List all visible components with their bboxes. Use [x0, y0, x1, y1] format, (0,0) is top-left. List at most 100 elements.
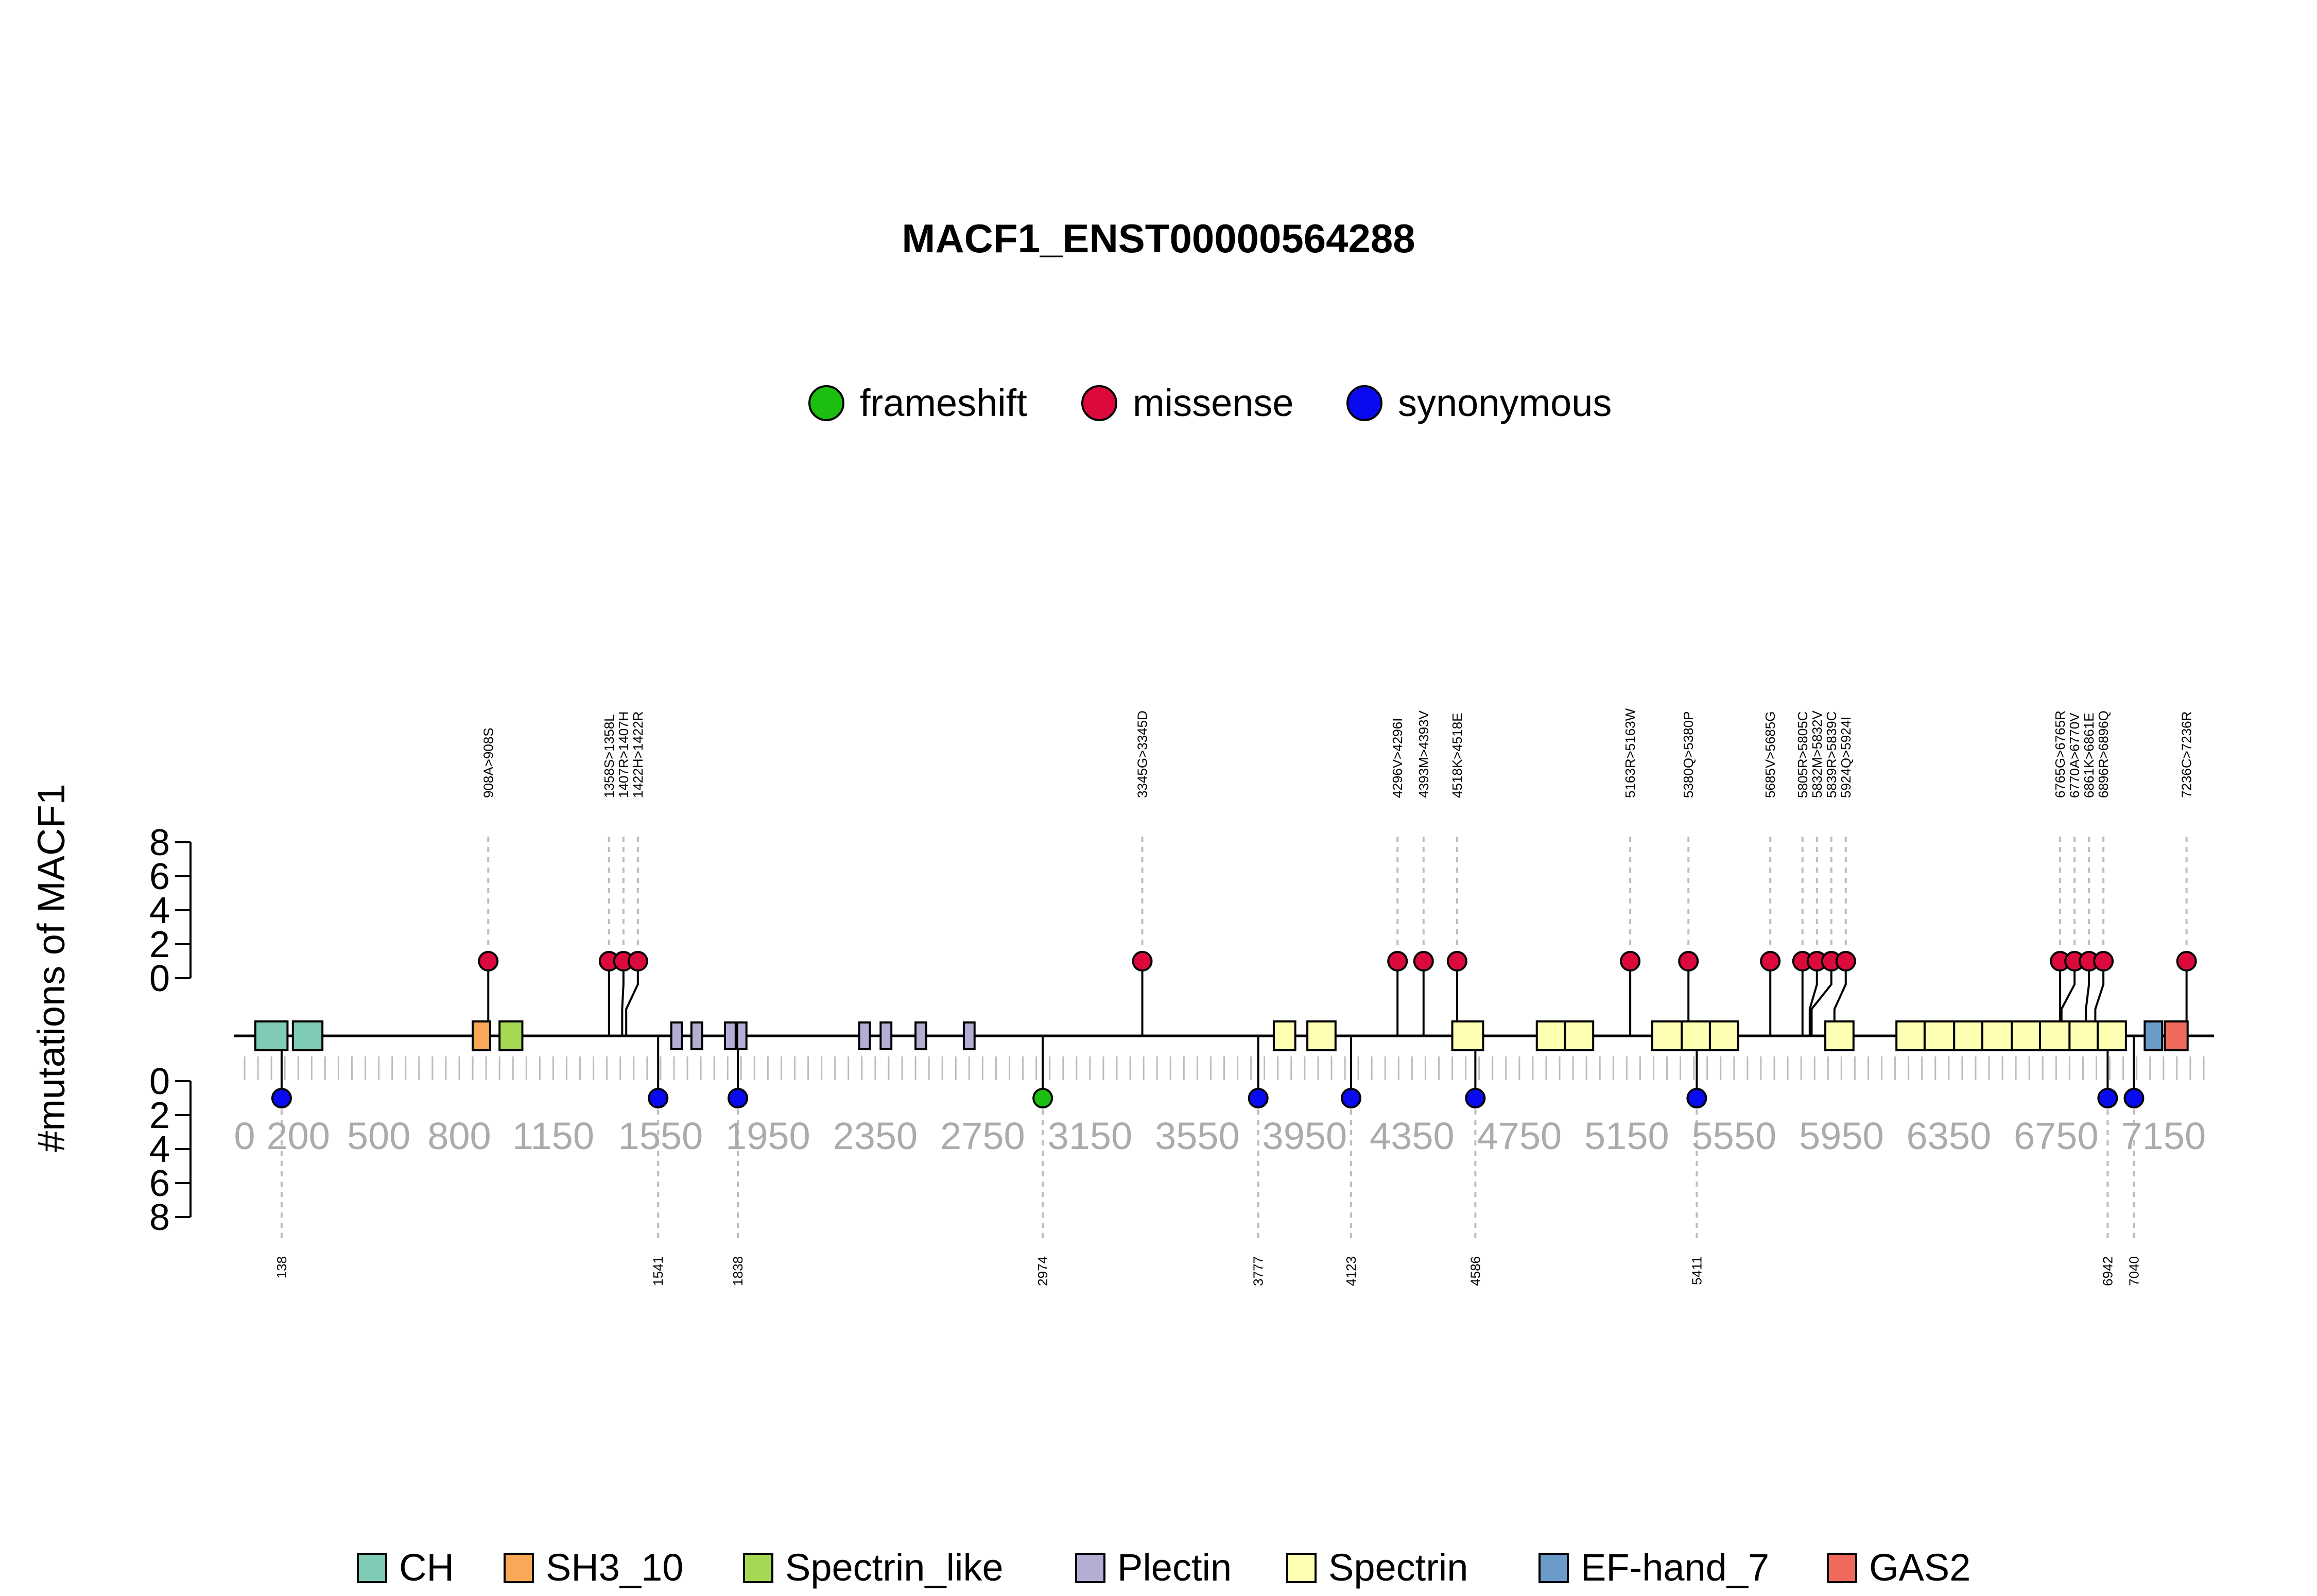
domain-SH3_10: [472, 1020, 491, 1051]
domain-Spectrin: [1451, 1020, 1484, 1051]
lollipop-stem: [625, 961, 639, 1036]
mutation-label: 5411: [1689, 1256, 1704, 1285]
domain-EF-hand_7: [2143, 1020, 2164, 1051]
mutation-label: 3345G>3345D: [1135, 710, 1150, 798]
x-tick-label: 3150: [1048, 1115, 1133, 1157]
mutation-label: 5924Q>5924I: [1838, 717, 1854, 798]
mutation-label: 4123: [1343, 1256, 1359, 1286]
lollipop-head-missense: [1387, 951, 1408, 972]
position-ruler: 0 200 500 800 1150 1550 1950 2350 2750 3150 3550 39…: [234, 1056, 2206, 1157]
lower-tick-label: 6: [149, 1163, 170, 1204]
mutation-label: 7236C>7236R: [2179, 712, 2194, 798]
x-tick-label: 2350: [833, 1115, 918, 1157]
domain-legend-swatch: [743, 1553, 773, 1583]
domain-legend-swatch: [1286, 1553, 1317, 1583]
x-tick-label: 1550: [618, 1115, 703, 1157]
x-tick-label: 200: [267, 1115, 330, 1157]
upper-tick-label: 4: [149, 890, 170, 931]
x-tick-label: 0: [234, 1115, 255, 1157]
mutation-label: 6861K>6861E: [2081, 713, 2097, 798]
lollipop-head-missense: [2093, 951, 2114, 972]
lollipop-head-missense: [1413, 951, 1434, 972]
mutation-label: 2974: [1035, 1256, 1050, 1286]
domain-Plectin: [690, 1021, 703, 1050]
upper-tick-label: 8: [149, 822, 170, 863]
domain-Plectin: [858, 1021, 871, 1050]
domain-Spectrin: [1564, 1020, 1595, 1051]
mutation-label: 4586: [1467, 1256, 1483, 1286]
lollipop-head-synonymous: [728, 1088, 749, 1108]
x-tick-label: 1150: [512, 1115, 594, 1157]
domain-CH: [254, 1020, 289, 1051]
lollipop-head-synonymous: [1248, 1088, 1269, 1108]
domain-legend-label: Spectrin: [1328, 1546, 1468, 1589]
mutation-labels: 908A>908S 1358S>1358L1407R>1407H1422H>142…: [274, 708, 2194, 1286]
mutation-label: 4393M>4393V: [1416, 710, 1431, 798]
domain-legend-label: EF-hand_7: [1581, 1546, 1769, 1589]
domain-Spectrin: [2039, 1020, 2071, 1051]
legend-marker-synonymous: [1346, 385, 1382, 421]
lollipop-stem: [621, 961, 625, 1036]
lollipop-head-missense: [627, 951, 648, 972]
y-axis-label: #mutations of MACF1: [30, 784, 73, 1152]
x-tick-label: 800: [427, 1115, 491, 1157]
legend-label-frameshift: frameshift: [860, 381, 1027, 424]
x-tick-label: 3950: [1263, 1115, 1347, 1157]
lower-tick-label: 4: [149, 1129, 170, 1170]
domain-legend-label: CH: [399, 1546, 454, 1589]
x-tick-label: 4750: [1477, 1115, 1562, 1157]
mutation-label: 5163R>5163W: [1622, 708, 1638, 798]
lower-tick-label: 2: [149, 1095, 170, 1136]
domain-Spectrin: [1681, 1020, 1711, 1051]
lollipop-head-synonymous: [648, 1088, 669, 1108]
domain-Spectrin: [1895, 1020, 1926, 1051]
domain-Spectrin: [1306, 1020, 1337, 1051]
domain-Spectrin: [1824, 1020, 1855, 1051]
domain-legend-swatch: [1827, 1553, 1857, 1583]
mutation-label: 1358S>1358L: [601, 714, 617, 798]
domain-Plectin: [670, 1021, 683, 1050]
lower-tick-label: 8: [149, 1197, 170, 1238]
mutation-label: 4296V>4296I: [1390, 718, 1405, 798]
legend-label-synonymous: synonymous: [1398, 381, 1612, 424]
lollipop-head-synonymous: [1686, 1088, 1707, 1108]
x-tick-label: 2750: [940, 1115, 1025, 1157]
mutation-label: 3777: [1251, 1256, 1266, 1286]
x-tick-label: 5150: [1584, 1115, 1669, 1157]
domain-Spectrin: [1708, 1020, 1739, 1051]
legend-marker-frameshift: [808, 385, 844, 421]
domain-Spectrin: [1923, 1020, 1956, 1051]
x-tick-label: 3550: [1155, 1115, 1240, 1157]
lollipop-head-synonymous: [271, 1088, 292, 1108]
lollipop-head-missense: [1446, 951, 1467, 972]
mutation-label: 6765G>6765R: [2052, 710, 2068, 798]
domain-legend-swatch: [357, 1553, 387, 1583]
mutation-label: 6896R>6896Q: [2096, 710, 2111, 798]
mutation-label: 138: [274, 1256, 289, 1278]
domain-legend-swatch: [1538, 1553, 1569, 1583]
lollipop-head-missense: [1835, 951, 1856, 972]
domain-legend-label: Spectrin_like: [785, 1546, 1004, 1589]
mutation-label: 908A>908S: [480, 727, 496, 798]
mutation-label: 5832M>5832V: [1809, 710, 1825, 798]
domain-Spectrin: [1272, 1020, 1296, 1051]
x-tick-label: 5950: [1799, 1115, 1884, 1157]
protein-domains: [254, 1020, 2189, 1051]
mutation-label: 5805R>5805C: [1795, 712, 1810, 798]
lollipop-head-frameshift: [1032, 1088, 1053, 1108]
x-tick-label: 6750: [2014, 1115, 2099, 1157]
domain-Spectrin_like: [498, 1020, 524, 1051]
mutation-label: 5380Q>5380P: [1681, 712, 1696, 798]
domain-CH: [291, 1020, 324, 1051]
mutation-label: 5685V>5685G: [1762, 712, 1778, 798]
domain-Plectin: [736, 1021, 748, 1050]
domain-Plectin: [879, 1021, 893, 1050]
upper-tick-label: 6: [149, 856, 170, 897]
domain-Spectrin: [1535, 1020, 1566, 1051]
domain-Plectin: [724, 1021, 737, 1050]
x-tick-label: 500: [347, 1115, 410, 1157]
lollipop-head-missense: [1678, 951, 1699, 972]
